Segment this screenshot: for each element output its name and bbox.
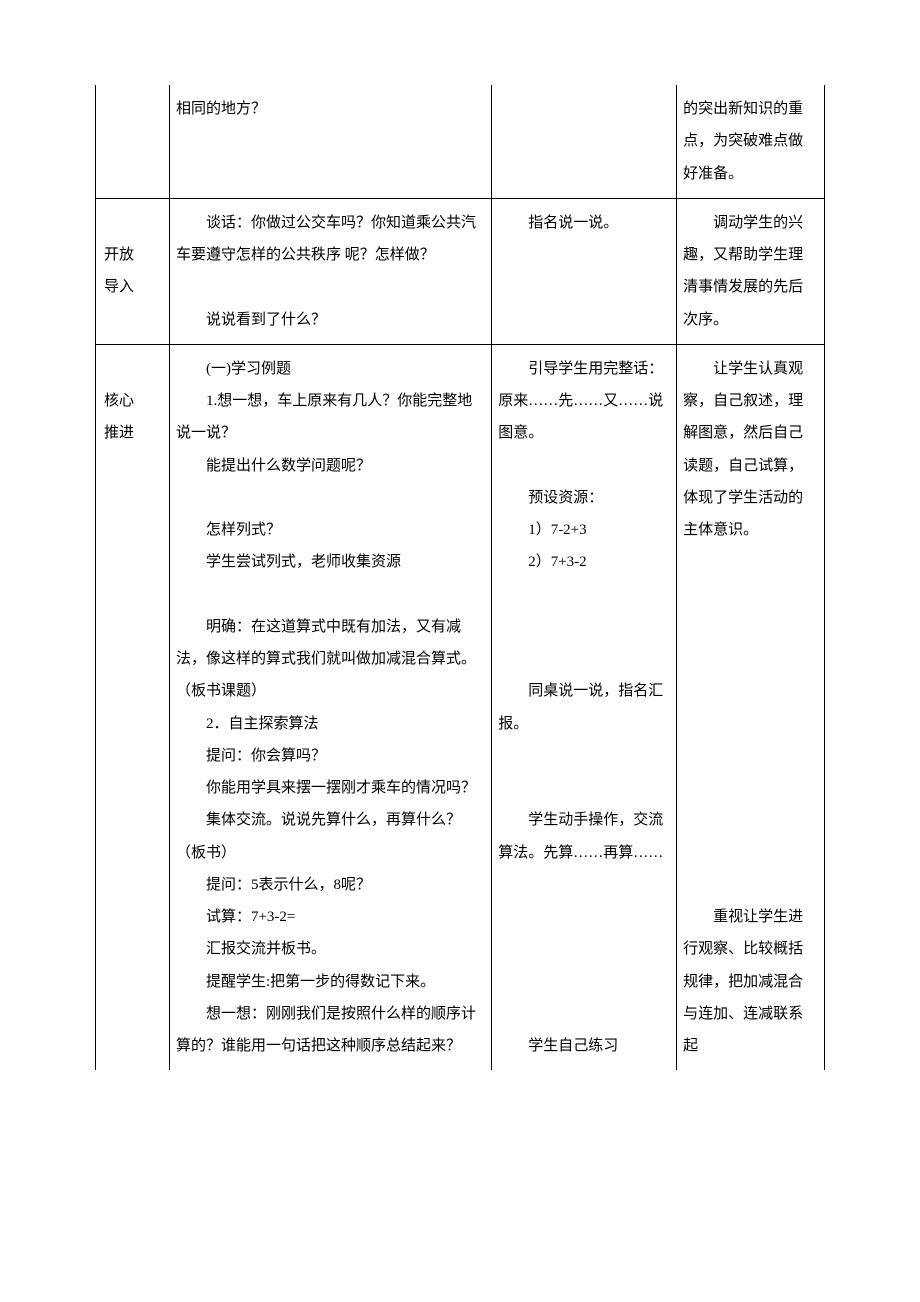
blank-line [683,643,818,675]
design-intent-cell: 调动学生的兴趣，又帮助学生理清事情发展的先后次序。 [677,198,825,344]
content-text: 谈话：你做过公交车吗？你知道乘公共汽车要遵守怎样的公共秩序 呢？怎样做？ [176,207,485,272]
content-text: 调动学生的兴趣，又帮助学生理清事情发展的先后次序。 [683,207,818,336]
blank-line [498,740,670,772]
blank-line [683,804,818,836]
design-intent-cell: 让学生认真观察，自己叙述，理解图意，然后自己读题，自己试算，体现了学生活动的主体… [677,344,825,1070]
teacher-activity-cell: 谈话：你做过公交车吗？你知道乘公共汽车要遵守怎样的公共秩序 呢？怎样做？ 说说看… [169,198,491,344]
content-text: 说说看到了什么？ [176,304,485,336]
content-text: 提问：你会算吗？ [176,740,485,772]
blank-line [498,611,670,643]
student-activity-cell [492,85,677,198]
blank-line [498,450,670,482]
blank-line [176,579,485,611]
content-text: 试算：7+3-2= [176,901,485,933]
content-text: 预设资源： [498,482,670,514]
section-label: 导入 [104,271,163,303]
content-text: 学生自己练习 [498,1030,670,1062]
blank-line [498,998,670,1030]
content-text: 1.想一想，车上原来有几人？你能完整地说一说？ [176,385,485,450]
content-text: 重视让学生进行观察、比较概括规律，把加减混合与连加、连减联系起 [683,901,818,1062]
table-row: 相同的地方？ 的突出新知识的重点，为突破难点做好准备。 [96,85,825,198]
content-text: 指名说一说。 [498,207,670,239]
blank-line [498,901,670,933]
blank-line [683,708,818,740]
content-text: 的突出新知识的重点，为突破难点做好准备。 [683,93,818,190]
content-text: 同桌说一说，指名汇报。 [498,675,670,740]
content-text: 相同的地方？ [176,93,485,125]
content-text: 想一想：刚刚我们是按照什么样的顺序计算的？谁能用一句话把这种顺序总结起来？ [176,998,485,1063]
section-label: 推进 [104,417,163,449]
blank-line [176,271,485,303]
content-text: 集体交流。说说先算什么，再算什么？（板书） [176,804,485,869]
blank-line [498,772,670,804]
content-text: 明确：在这道算式中既有加法，又有减法，像这样的算式我们就叫做加减混合算式。（板书… [176,611,485,708]
content-text: 2）7+3-2 [498,546,670,578]
student-activity-cell: 引导学生用完整话：原来……先……又……说图意。 预设资源： 1）7-2+3 2）… [492,344,677,1070]
section-label: 核心 [104,385,163,417]
lesson-plan-table: 相同的地方？ 的突出新知识的重点，为突破难点做好准备。 开放 导入 谈话：你做过… [95,85,825,1070]
blank-line [683,869,818,901]
content-text: 引导学生用完整话：原来……先……又……说图意。 [498,353,670,450]
blank-line [176,482,485,514]
design-intent-cell: 的突出新知识的重点，为突破难点做好准备。 [677,85,825,198]
content-text: 怎样列式？ [176,514,485,546]
blank-line [683,740,818,772]
blank-line [104,353,163,385]
content-text: 你能用学具来摆一摆刚才乘车的情况吗？ [176,772,485,804]
blank-line [683,837,818,869]
student-activity-cell: 指名说一说。 [492,198,677,344]
section-label-cell: 核心 推进 [96,344,170,1070]
blank-line [498,933,670,965]
blank-line [683,675,818,707]
blank-line [498,579,670,611]
blank-line [683,611,818,643]
blank-line [498,966,670,998]
table-row: 开放 导入 谈话：你做过公交车吗？你知道乘公共汽车要遵守怎样的公共秩序 呢？怎样… [96,198,825,344]
content-text: 2．自主探索算法 [176,708,485,740]
blank-line [683,772,818,804]
blank-line [683,546,818,578]
blank-line [498,869,670,901]
section-label-cell [96,85,170,198]
content-text: (一)学习例题 [176,353,485,385]
content-text: 让学生认真观察，自己叙述，理解图意，然后自己读题，自己试算，体现了学生活动的主体… [683,353,818,547]
blank-line [498,643,670,675]
section-label: 开放 [104,239,163,271]
blank-line [683,579,818,611]
teacher-activity-cell: 相同的地方？ [169,85,491,198]
content-text: 能提出什么数学问题呢？ [176,450,485,482]
content-text: 提问：5表示什么，8呢？ [176,869,485,901]
teacher-activity-cell: (一)学习例题 1.想一想，车上原来有几人？你能完整地说一说？ 能提出什么数学问… [169,344,491,1070]
table-row: 核心 推进 (一)学习例题 1.想一想，车上原来有几人？你能完整地说一说？ 能提… [96,344,825,1070]
section-label-cell: 开放 导入 [96,198,170,344]
content-text: 提醒学生:把第一步的得数记下来。 [176,966,485,998]
content-text: 学生尝试列式，老师收集资源 [176,546,485,578]
blank-line [104,207,163,239]
content-text: 学生动手操作，交流算法。先算……再算…… [498,804,670,869]
content-text: 汇报交流并板书。 [176,933,485,965]
content-text: 1）7-2+3 [498,514,670,546]
